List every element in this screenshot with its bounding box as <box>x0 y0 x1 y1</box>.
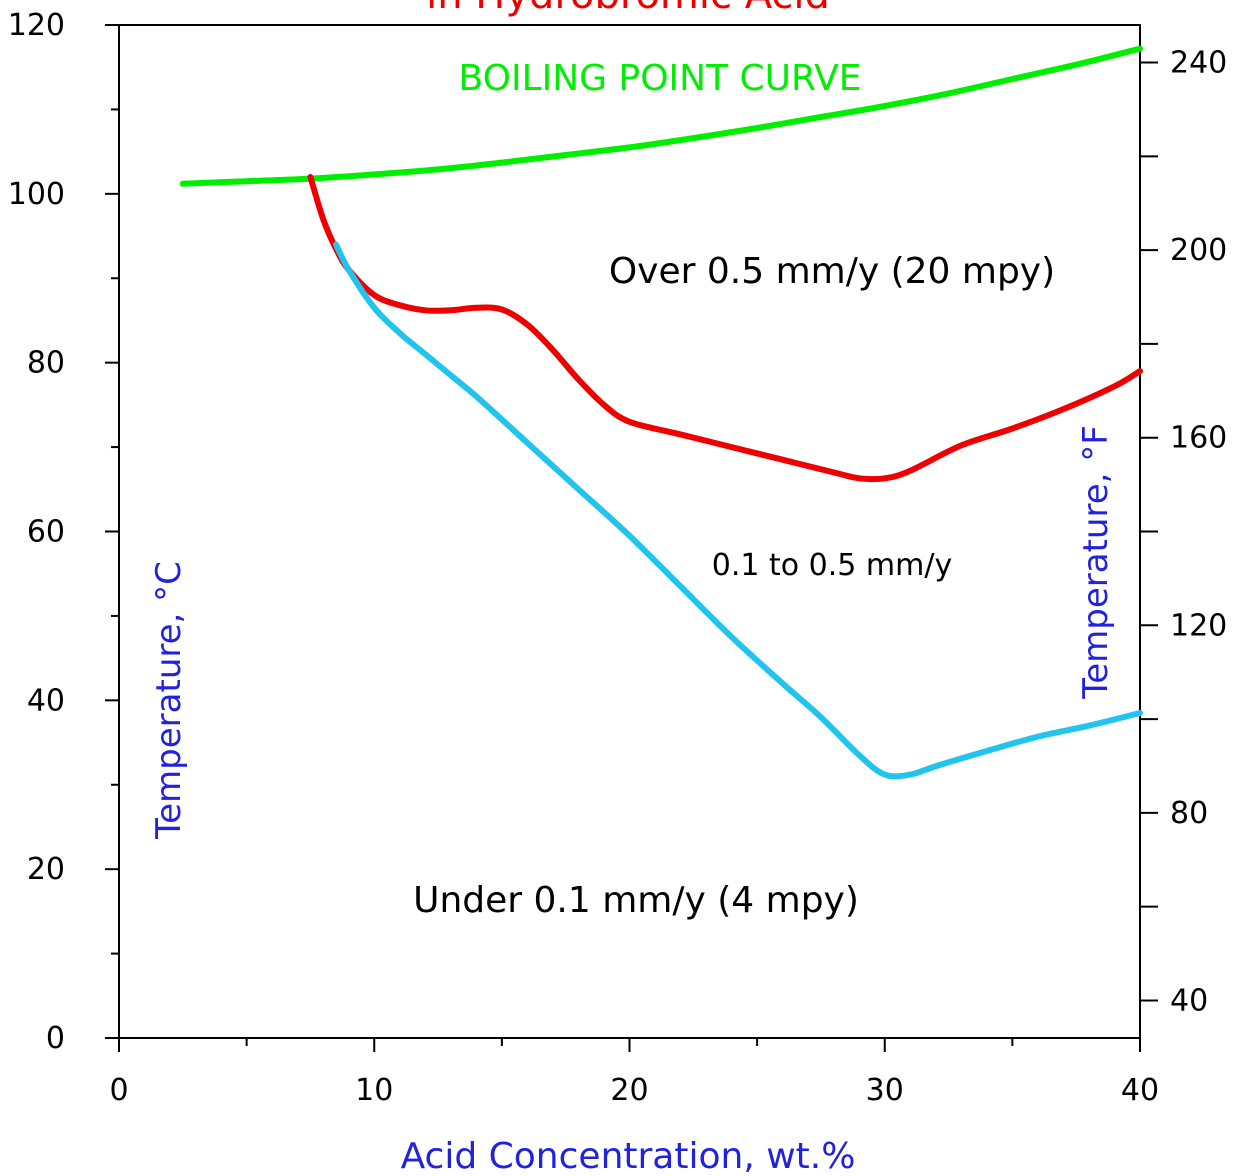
y-right-tick-label: 120 <box>1170 608 1227 643</box>
chart-title: in Hydrobromic Acid <box>426 0 830 18</box>
y-tick-label: 100 <box>8 177 65 212</box>
region-low-label: Under 0.1 mm/y (4 mpy) <box>413 880 859 921</box>
y-right-tick-label: 160 <box>1170 421 1227 456</box>
y-tick-label: 60 <box>27 515 65 550</box>
boiling-point-curve <box>179 45 1143 187</box>
y-right-tick-label: 80 <box>1170 796 1208 831</box>
y-right-tick-label: 40 <box>1170 983 1208 1018</box>
x-axis-label: Acid Concentration, wt.% <box>401 1136 856 1176</box>
y-tick-label: 80 <box>27 346 65 381</box>
boiling-point-label: BOILING POINT CURVE <box>459 58 862 99</box>
y-tick-label: 0 <box>46 1021 65 1056</box>
x-tick-label: 10 <box>355 1073 393 1108</box>
x-tick-label: 0 <box>109 1073 128 1108</box>
y-axis-label-left: Temperature, °C <box>149 561 189 840</box>
region-high-label: Over 0.5 mm/y (20 mpy) <box>609 251 1055 292</box>
blue-boundary-curve <box>333 241 1143 780</box>
y-right-tick-label: 240 <box>1170 46 1227 81</box>
x-tick-label: 40 <box>1121 1073 1159 1108</box>
series-layer <box>179 45 1143 780</box>
y-tick-label: 40 <box>27 683 65 718</box>
region-mid-label: 0.1 to 0.5 mm/y <box>712 548 952 583</box>
tick-layer: 0 10 20 30 40 0 20 40 60 80 100 120 40 80 120 160 200 240 <box>8 8 1228 1108</box>
y-axis-label-right: Temperature, °F <box>1076 425 1116 700</box>
x-tick-label: 30 <box>866 1073 904 1108</box>
y-tick-label: 120 <box>8 8 65 43</box>
x-tick-label: 20 <box>610 1073 648 1108</box>
y-right-tick-label: 200 <box>1170 233 1227 268</box>
y-tick-label: 20 <box>27 852 65 887</box>
red-boundary-curve <box>307 174 1143 483</box>
